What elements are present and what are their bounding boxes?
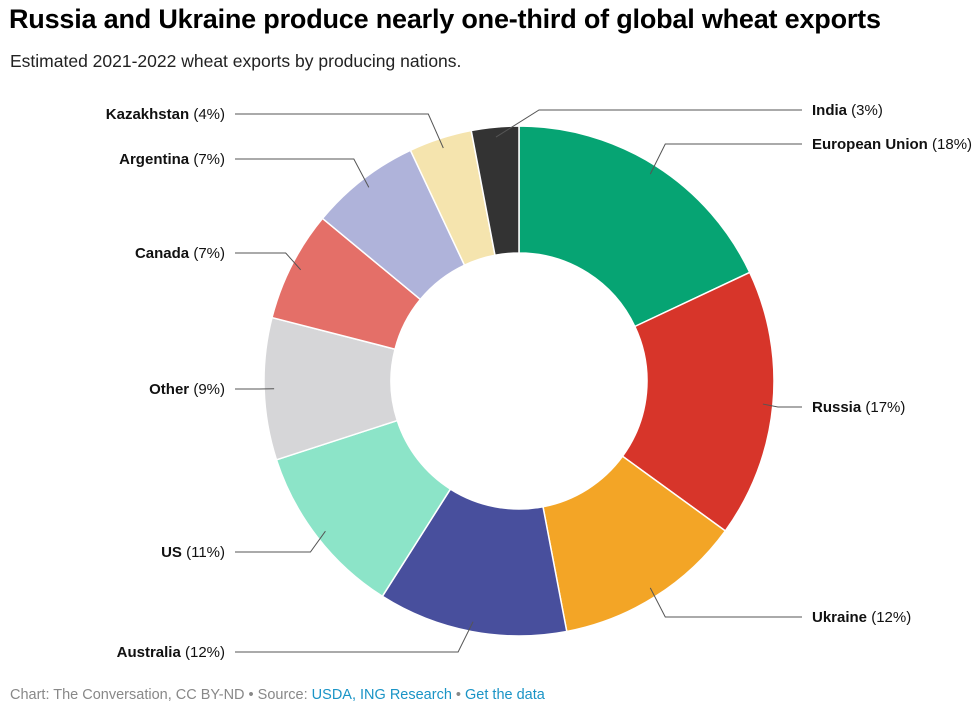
leader-line-european-union	[649, 143, 802, 175]
data-label-kazakhstan: Kazakhstan (4%)	[106, 106, 225, 123]
label-pct-canada: (7%)	[189, 245, 225, 262]
label-pct-australia: (12%)	[181, 644, 225, 661]
label-name-ukraine: Ukraine	[812, 609, 867, 626]
leader-line-ukraine	[649, 587, 802, 618]
slice-russia[interactable]	[621, 271, 775, 532]
label-name-australia: Australia	[117, 644, 182, 661]
get-the-data-link[interactable]: Get the data	[465, 687, 545, 703]
chart-footer: Chart: The Conversation, CC BY-ND • Sour…	[10, 687, 545, 703]
leader-line-canada	[235, 252, 302, 271]
label-name-russia: Russia	[812, 399, 862, 416]
label-name-other: Other	[149, 381, 189, 398]
chart-title: Russia and Ukraine produce nearly one-th…	[9, 4, 881, 34]
data-label-australia: Australia (12%)	[117, 644, 225, 661]
label-pct-kazakhstan: (4%)	[189, 106, 225, 123]
data-label-argentina: Argentina (7%)	[119, 151, 225, 168]
label-name-european-union: European Union	[812, 136, 928, 153]
label-name-india: India	[812, 102, 848, 119]
label-pct-russia: (17%)	[861, 399, 905, 416]
label-pct-india: (3%)	[847, 102, 883, 119]
data-label-india: India (3%)	[812, 102, 883, 119]
source-link[interactable]: USDA, ING Research	[311, 687, 452, 703]
data-label-us: US (11%)	[161, 544, 225, 561]
data-label-ukraine: Ukraine (12%)	[812, 609, 911, 626]
footer-source-label: Source:	[257, 687, 308, 703]
data-label-european-union: European Union (18%)	[812, 136, 972, 153]
footer-separator-2: •	[455, 687, 461, 703]
label-pct-us: (11%)	[182, 544, 225, 561]
leader-line-argentina	[235, 158, 370, 188]
leader-line-kazakhstan	[235, 113, 444, 149]
leader-line-us	[235, 530, 326, 553]
label-name-us: US	[161, 544, 182, 561]
footer-separator: •	[248, 687, 254, 703]
slice-european-union[interactable]	[518, 125, 751, 328]
data-label-canada: Canada (7%)	[135, 245, 225, 262]
leader-line-australia	[235, 621, 474, 653]
donut-chart: European Union (18%) Russia (17%) Ukraine …	[106, 102, 972, 661]
label-name-kazakhstan: Kazakhstan	[106, 106, 189, 123]
label-name-canada: Canada	[135, 245, 190, 262]
label-pct-european-union: (18%)	[928, 136, 972, 153]
label-pct-argentina: (7%)	[189, 151, 225, 168]
leader-line-russia	[762, 403, 802, 408]
slice-india[interactable]	[470, 125, 520, 257]
chart-subtitle: Estimated 2021-2022 wheat exports by pro…	[10, 51, 462, 71]
label-pct-ukraine: (12%)	[867, 609, 911, 626]
data-label-russia: Russia (17%)	[812, 399, 905, 416]
data-label-other: Other (9%)	[149, 381, 225, 398]
leader-line-india	[495, 109, 802, 138]
footer-credit: Chart: The Conversation, CC BY-ND	[10, 687, 245, 703]
label-pct-other: (9%)	[189, 381, 225, 398]
label-name-argentina: Argentina	[119, 151, 190, 168]
